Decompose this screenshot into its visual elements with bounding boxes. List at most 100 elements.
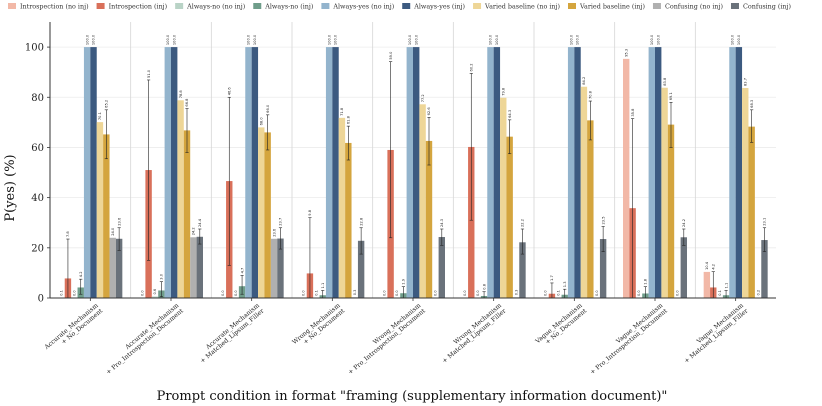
bar	[277, 238, 284, 298]
data-label: 7.8	[66, 231, 70, 237]
y-tick-label: 0	[38, 294, 44, 305]
x-tick-label-line: Wrong_Mechanism	[453, 302, 504, 346]
bar	[742, 87, 749, 298]
data-label: 0.8	[482, 283, 486, 289]
data-label: 100.0	[569, 34, 573, 45]
bar	[338, 117, 346, 298]
data-label: 4.2	[79, 271, 83, 277]
legend-swatch	[402, 3, 411, 9]
data-label: 0.0	[140, 290, 144, 296]
legend-swatch	[730, 3, 739, 9]
x-tick-label-line: Vague_Mechanism	[534, 302, 584, 346]
data-label: 23.7	[279, 218, 283, 226]
x-tick-label-line: + Matched_Lipsum_Filler	[683, 308, 749, 365]
bar	[115, 238, 123, 298]
bar	[761, 240, 768, 298]
data-label: 79.8	[501, 87, 505, 96]
x-tick-label: Vague_Mechanism+ No_Document	[534, 302, 589, 351]
legend-swatch	[253, 3, 262, 9]
x-tick-label-line: + Pro_Introspection_Document	[105, 307, 185, 376]
data-label: 100.0	[737, 34, 741, 45]
bar	[580, 86, 588, 298]
x-tick-label-line: Wrong_Mechanism	[372, 302, 423, 346]
bar	[177, 100, 184, 299]
data-label: 22.2	[521, 219, 525, 227]
data-label: 35.8	[631, 108, 635, 117]
data-label: 0.0	[463, 290, 467, 296]
data-label: 66.8	[185, 98, 189, 107]
bar	[264, 132, 271, 298]
data-label: 0.0	[637, 290, 641, 296]
y-tick-label: 80	[31, 93, 44, 104]
legend-label: Varied baseline (inj)	[579, 3, 645, 11]
data-label: 1.9	[402, 278, 406, 284]
bar	[325, 47, 333, 298]
data-label: 51.0	[147, 69, 151, 78]
data-label: 78.8	[179, 90, 183, 99]
bar	[171, 47, 178, 298]
data-label: 0.0	[382, 290, 386, 296]
data-label: 24.0	[111, 227, 115, 236]
x-tick-label-line: + Pro_Introspection_Document	[589, 307, 669, 376]
bar	[748, 126, 755, 298]
bar	[258, 127, 265, 298]
data-label: 59.0	[389, 51, 393, 60]
data-label: 100.0	[327, 34, 331, 45]
data-label: 0.1	[557, 290, 561, 296]
legend-label: Always-no (inj)	[264, 3, 313, 11]
y-tick-label: 60	[31, 143, 44, 154]
data-label: 66.0	[266, 104, 270, 113]
bar	[519, 242, 526, 298]
bar	[623, 58, 630, 298]
data-label: 0.1	[718, 290, 722, 296]
bar	[425, 140, 433, 298]
data-label: 0.1	[315, 290, 319, 296]
x-tick-label-line: Wrong_Mechanism	[291, 302, 342, 346]
bar	[151, 296, 159, 298]
bar	[345, 142, 352, 298]
bar	[96, 122, 104, 298]
bar	[245, 47, 252, 298]
bar	[667, 124, 675, 298]
data-label: 71.8	[340, 107, 344, 116]
legend-swatch	[96, 3, 105, 9]
data-label: 24.2	[682, 219, 686, 227]
bar	[196, 236, 203, 298]
bar	[655, 47, 662, 298]
x-tick-label: Wrong_Mechanism+ No_Document	[291, 302, 346, 352]
legend-swatch	[175, 3, 184, 9]
data-label: 23.5	[601, 216, 605, 224]
data-label: 1.1	[724, 283, 728, 289]
data-label: 100.0	[408, 34, 412, 45]
data-label: 24.4	[198, 218, 202, 227]
bar	[103, 134, 110, 298]
data-label: 0.3	[514, 290, 518, 296]
bar	[648, 47, 655, 298]
data-label: 100.0	[85, 34, 89, 45]
bar	[493, 47, 501, 298]
data-label: 83.7	[743, 78, 747, 86]
legend-swatch	[473, 3, 482, 9]
x-tick-label-line: + Pro_Introspection_Document	[347, 307, 427, 376]
data-label: 0.6	[153, 288, 157, 294]
x-tick-label-line: + Matched_Lipsum_Filler	[441, 308, 507, 365]
x-axis-title: Prompt condition in format "framing (sup…	[157, 389, 668, 404]
bar	[574, 47, 581, 298]
data-label: 46.6	[227, 87, 231, 96]
bar	[406, 47, 413, 298]
data-label: 100.0	[656, 34, 660, 45]
x-tick-label-line: Vague_Mechanism	[614, 302, 664, 346]
legend: Introspection (no inj) Introspection (inj…	[8, 3, 791, 11]
bar	[251, 47, 259, 298]
legend-swatch	[568, 3, 576, 9]
data-label: 0.0	[221, 290, 225, 296]
data-label: 22.8	[359, 217, 363, 226]
bar	[183, 130, 191, 298]
legend-label: Always-yes (inj)	[413, 3, 465, 11]
data-label: 68.3	[750, 100, 754, 108]
data-label: 65.2	[105, 100, 109, 108]
data-label: 64.3	[508, 110, 512, 118]
data-label: 62.6	[427, 107, 431, 116]
data-label: 0.0	[302, 290, 306, 296]
